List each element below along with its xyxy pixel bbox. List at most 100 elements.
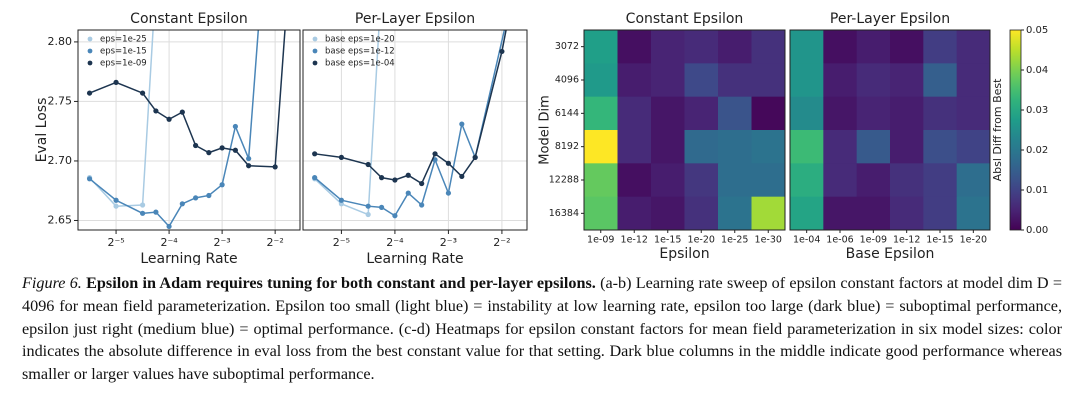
heat-cell: [790, 30, 824, 64]
series-group: [86, 30, 286, 230]
chart-title: Per-Layer Epsilon: [355, 11, 475, 27]
data-point: [166, 223, 172, 230]
x-tick-label: 2⁻³: [214, 236, 231, 249]
heat-cell: [856, 130, 891, 164]
data-point: [338, 197, 345, 203]
heat-cell: [890, 130, 924, 164]
data-point: [459, 121, 465, 127]
heat-cell: [617, 130, 652, 164]
x-tick-label: 1e-30: [755, 235, 782, 246]
data-point: [405, 190, 411, 196]
heat-cell: [956, 196, 991, 231]
y-tick-label: 2.70: [48, 154, 73, 167]
series-group: [312, 30, 507, 219]
data-point: [472, 154, 478, 160]
heat-cell: [751, 30, 786, 64]
series-line: [89, 30, 260, 228]
heatmap-frame: [789, 29, 991, 231]
x-tick-label: 1e-09: [587, 235, 614, 246]
x-tick-label: 2⁻⁴: [386, 236, 404, 249]
data-point: [312, 151, 318, 157]
heat-cell: [956, 130, 991, 164]
heat-cell: [856, 96, 891, 131]
legend-label: base eps=1e-04: [325, 59, 395, 69]
x-tick-label: 1e-12: [621, 235, 648, 246]
series-line: [314, 30, 506, 217]
chart-title: Per-Layer Epsilon: [830, 11, 950, 27]
data-point: [445, 190, 452, 196]
data-point: [365, 161, 371, 168]
heat-cell: [718, 96, 752, 131]
data-point: [445, 160, 452, 166]
x-tick-label: 1e-12: [893, 235, 920, 246]
heat-cell: [584, 163, 618, 198]
data-point: [179, 109, 185, 115]
x-tick-label: 2⁻⁵: [333, 236, 350, 249]
colorbar-label: Absl Diff from Best: [991, 78, 1004, 182]
data-point: [193, 195, 199, 201]
x-tick-label: 2⁻⁴: [160, 236, 178, 249]
heat-cell: [923, 63, 958, 98]
legend-label: eps=1e-15: [100, 47, 147, 57]
y-tick-label: 16384: [549, 208, 579, 219]
heat-cell: [956, 96, 991, 131]
data-point: [139, 90, 146, 96]
legend-marker: [87, 36, 93, 42]
heat-cell: [790, 196, 824, 231]
colorbar-tick-label: 0.00: [1026, 225, 1048, 236]
heat-cell: [584, 96, 618, 131]
heat-cell: [790, 63, 824, 98]
x-tick-label: 2⁻³: [440, 236, 457, 249]
heat-cell: [718, 30, 752, 64]
caption: Figure 6. Epsilon in Adam requires tunin…: [22, 272, 1062, 386]
heat-cell: [856, 30, 891, 64]
heat-cell: [617, 163, 652, 198]
colorbar-tick-label: 0.04: [1026, 65, 1048, 76]
data-point: [246, 155, 252, 162]
data-point: [378, 175, 385, 181]
y-tick-label: 2.65: [48, 213, 73, 226]
heat-cell: [751, 163, 786, 198]
x-tick-label: 1e-09: [860, 235, 887, 246]
heat-cell: [790, 163, 824, 198]
x-tick-label: 1e-20: [960, 235, 987, 246]
heat-cell: [617, 30, 652, 64]
data-point: [419, 180, 425, 187]
heat-cell: [684, 130, 719, 164]
heat-cell: [684, 196, 719, 231]
data-point: [179, 201, 185, 207]
y-tick-label: 4096: [555, 75, 579, 86]
data-point: [392, 177, 398, 183]
data-point: [499, 48, 505, 55]
x-tick-label: 1e-15: [926, 235, 953, 246]
data-point: [365, 203, 371, 209]
data-point: [365, 211, 371, 218]
legend-marker: [312, 36, 318, 42]
heat-cell: [856, 196, 891, 231]
heat-cell: [823, 130, 858, 164]
legend-label: base eps=1e-20: [325, 35, 395, 45]
legend-label: base eps=1e-12: [325, 47, 395, 57]
axes-frame: [302, 29, 528, 231]
data-point: [338, 154, 345, 160]
x-tick-label: 2⁻²: [267, 236, 284, 249]
heat-cell: [751, 96, 786, 131]
heat-cell: [790, 96, 824, 131]
data-point: [405, 172, 411, 178]
legend-label: eps=1e-25: [100, 35, 147, 45]
heat-cell: [790, 130, 824, 164]
heat-cell: [923, 196, 958, 231]
heat-cell: [923, 96, 958, 131]
heat-cell: [617, 63, 652, 98]
x-tick-label: 1e-06: [826, 235, 853, 246]
legend-label: eps=1e-09: [100, 59, 147, 69]
heat-cell: [890, 196, 924, 231]
heat-cell: [890, 63, 924, 98]
x-tick-label: 2⁻²: [493, 236, 510, 249]
data-point: [232, 123, 238, 130]
y-tick-label: 8192: [555, 141, 579, 152]
data-point: [166, 116, 172, 122]
heat-cell: [651, 63, 685, 98]
data-point: [219, 182, 225, 188]
data-point: [392, 213, 398, 219]
